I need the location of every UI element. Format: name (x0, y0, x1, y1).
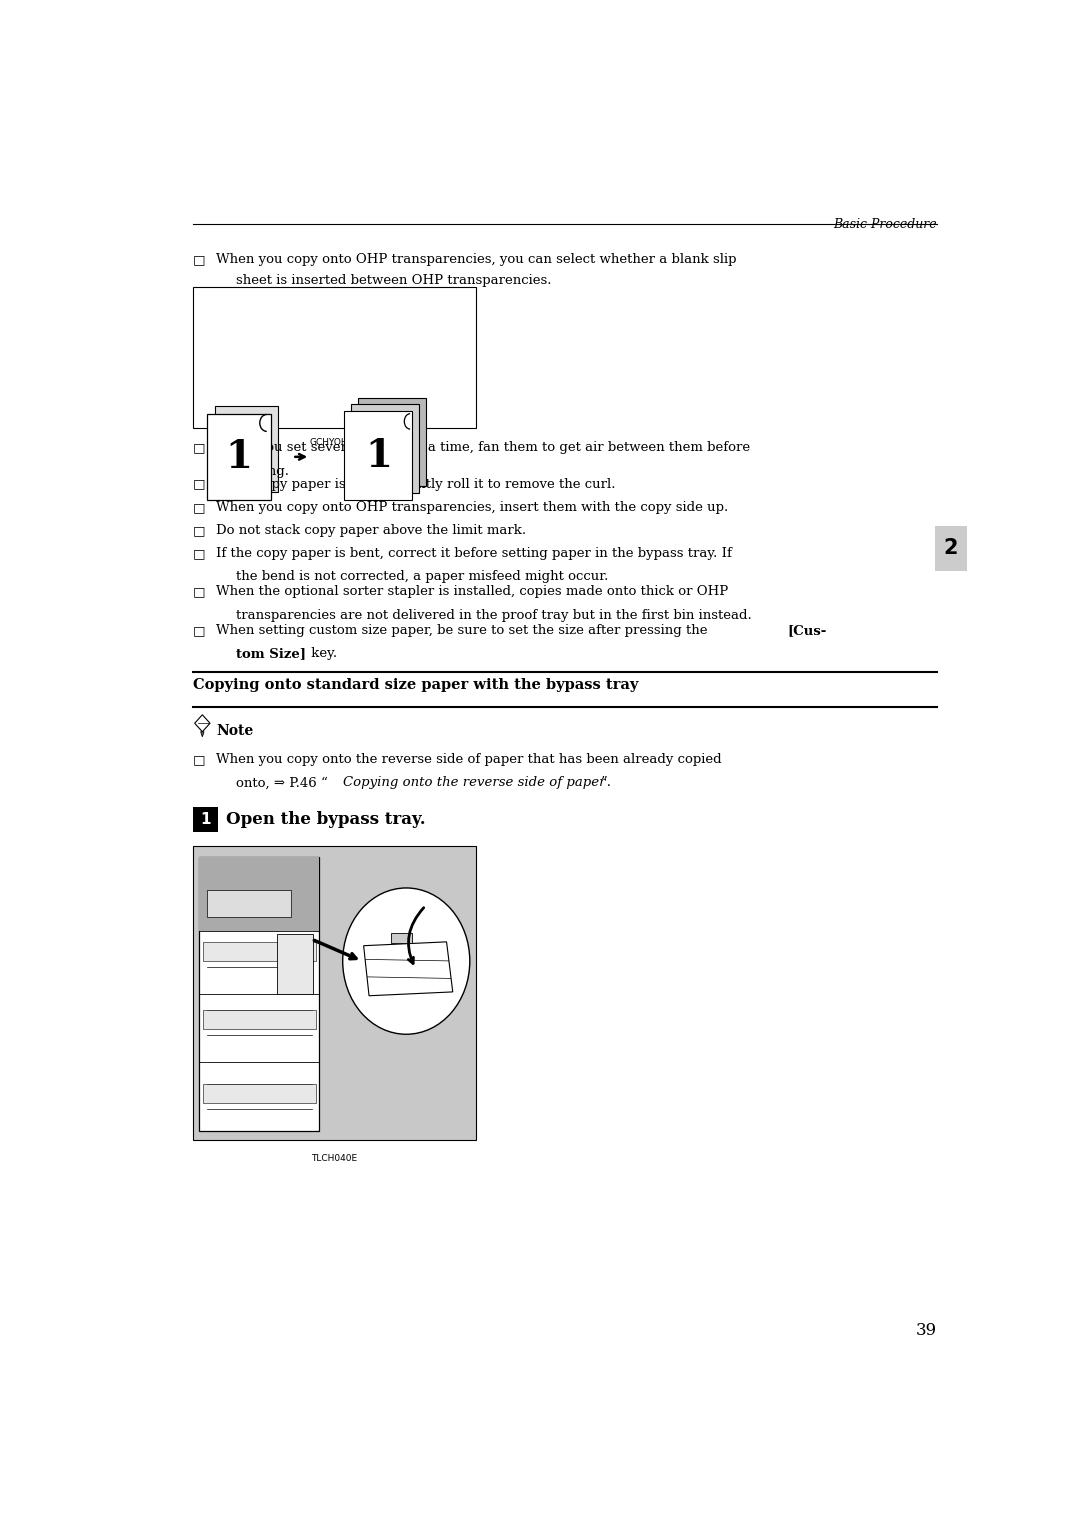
Text: Copying onto the reverse side of paper: Copying onto the reverse side of paper (342, 777, 605, 789)
Text: When you copy onto OHP transparencies, you can select whether a blank slip: When you copy onto OHP transparencies, y… (216, 252, 737, 266)
Text: transparencies are not delivered in the proof tray but in the first bin instead.: transparencies are not delivered in the … (235, 609, 752, 621)
Text: □: □ (193, 442, 205, 454)
Text: 1: 1 (365, 437, 392, 474)
Polygon shape (194, 714, 210, 732)
Bar (203, 1084, 315, 1104)
Text: 1: 1 (200, 812, 211, 827)
Text: □: □ (193, 477, 205, 491)
Text: If the copy paper is bent, correct it before setting paper in the bypass tray. I: If the copy paper is bent, correct it be… (216, 547, 732, 560)
Text: When setting custom size paper, be sure to set the size after pressing the: When setting custom size paper, be sure … (216, 624, 712, 638)
Text: GCHYOH1E: GCHYOH1E (310, 437, 360, 446)
Text: When you copy onto the reverse side of paper that has been already copied: When you copy onto the reverse side of p… (216, 754, 723, 766)
Polygon shape (391, 933, 413, 943)
Bar (200, 858, 320, 1130)
Text: □: □ (193, 524, 205, 537)
Text: If the copy paper is curled, gently roll it to remove the curl.: If the copy paper is curled, gently roll… (216, 477, 616, 491)
Text: When the optional sorter stapler is installed, copies made onto thick or OHP: When the optional sorter stapler is inst… (216, 586, 729, 598)
Bar (203, 1011, 315, 1029)
Text: ”.: ”. (600, 777, 611, 789)
Bar (193, 287, 476, 428)
Text: Copying onto standard size paper with the bypass tray: Copying onto standard size paper with th… (193, 677, 638, 691)
Bar (207, 414, 271, 500)
Bar (207, 890, 292, 917)
Text: □: □ (193, 624, 205, 638)
Text: □: □ (193, 500, 205, 514)
Text: key.: key. (307, 647, 337, 661)
Bar (359, 398, 427, 486)
Text: When you copy onto OHP transparencies, insert them with the copy side up.: When you copy onto OHP transparencies, i… (216, 500, 729, 514)
Text: loading.: loading. (235, 465, 289, 477)
Text: 39: 39 (916, 1323, 937, 1339)
Text: the bend is not corrected, a paper misfeed might occur.: the bend is not corrected, a paper misfe… (235, 570, 608, 583)
Bar (351, 405, 419, 492)
Bar (278, 934, 313, 994)
Text: [Cus-: [Cus- (787, 624, 827, 638)
Bar (215, 407, 279, 492)
Bar (345, 411, 413, 500)
Text: tom Size]: tom Size] (235, 647, 306, 661)
Text: □: □ (193, 754, 205, 766)
Text: Basic Procedure: Basic Procedure (834, 219, 937, 231)
Text: □: □ (193, 586, 205, 598)
Text: TLCH040E: TLCH040E (311, 1154, 357, 1162)
Text: □: □ (193, 547, 205, 560)
Text: Note: Note (216, 725, 254, 739)
Text: sheet is inserted between OHP transparencies.: sheet is inserted between OHP transparen… (235, 274, 551, 287)
Text: Open the bypass tray.: Open the bypass tray. (226, 810, 426, 829)
Bar (193, 846, 476, 1139)
Text: 1: 1 (226, 437, 253, 476)
Bar (935, 526, 968, 570)
Bar (193, 807, 218, 832)
Text: 2: 2 (944, 538, 958, 558)
Bar (200, 858, 320, 931)
Polygon shape (364, 942, 453, 995)
Text: □: □ (193, 252, 205, 266)
Polygon shape (201, 732, 204, 737)
Text: onto, ⇒ P.46 “: onto, ⇒ P.46 “ (235, 777, 327, 789)
Bar (203, 942, 315, 962)
Text: Do not stack copy paper above the limit mark.: Do not stack copy paper above the limit … (216, 524, 527, 537)
Text: When you set several sheets at a time, fan them to get air between them before: When you set several sheets at a time, f… (216, 442, 751, 454)
Ellipse shape (342, 888, 470, 1034)
